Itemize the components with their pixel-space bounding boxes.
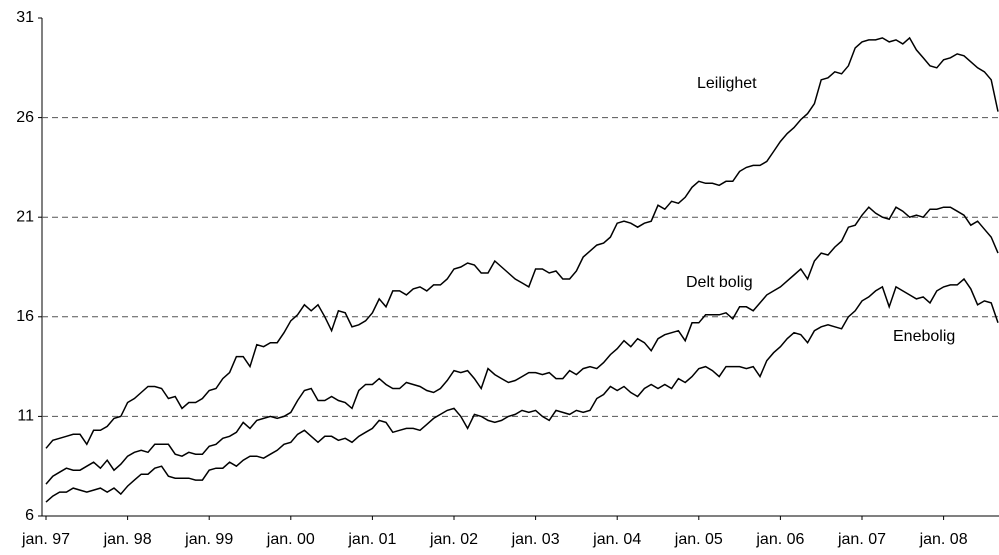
series-label: Enebolig bbox=[893, 328, 955, 345]
y-tick-label: 21 bbox=[16, 208, 34, 225]
x-tick-label: jan. 02 bbox=[429, 531, 478, 548]
series-line bbox=[45, 206, 999, 485]
series-label: Leilighet bbox=[697, 75, 757, 92]
y-tick-label: 11 bbox=[17, 408, 34, 425]
series-line bbox=[45, 277, 999, 503]
series-label: Delt bolig bbox=[686, 274, 753, 291]
x-tick-label: jan. 05 bbox=[674, 531, 723, 548]
x-tick-label: jan. 98 bbox=[103, 531, 152, 548]
y-tick-label: 26 bbox=[16, 109, 34, 126]
y-tick-label: 16 bbox=[16, 308, 34, 325]
y-tick-label: 31 bbox=[16, 9, 34, 26]
series-line bbox=[45, 36, 999, 449]
y-tick-label: 6 bbox=[25, 507, 34, 524]
x-tick-label: jan. 03 bbox=[511, 531, 560, 548]
x-tick-label: jan. 04 bbox=[592, 531, 641, 548]
x-tick-label: jan. 99 bbox=[184, 531, 233, 548]
x-tick-label: jan. 00 bbox=[266, 531, 315, 548]
x-tick-label: jan. 97 bbox=[21, 531, 70, 548]
x-tick-label: jan. 08 bbox=[919, 531, 968, 548]
x-tick-label: jan. 07 bbox=[837, 531, 886, 548]
x-tick-label: jan. 06 bbox=[755, 531, 804, 548]
x-tick-label: jan. 01 bbox=[347, 531, 396, 548]
